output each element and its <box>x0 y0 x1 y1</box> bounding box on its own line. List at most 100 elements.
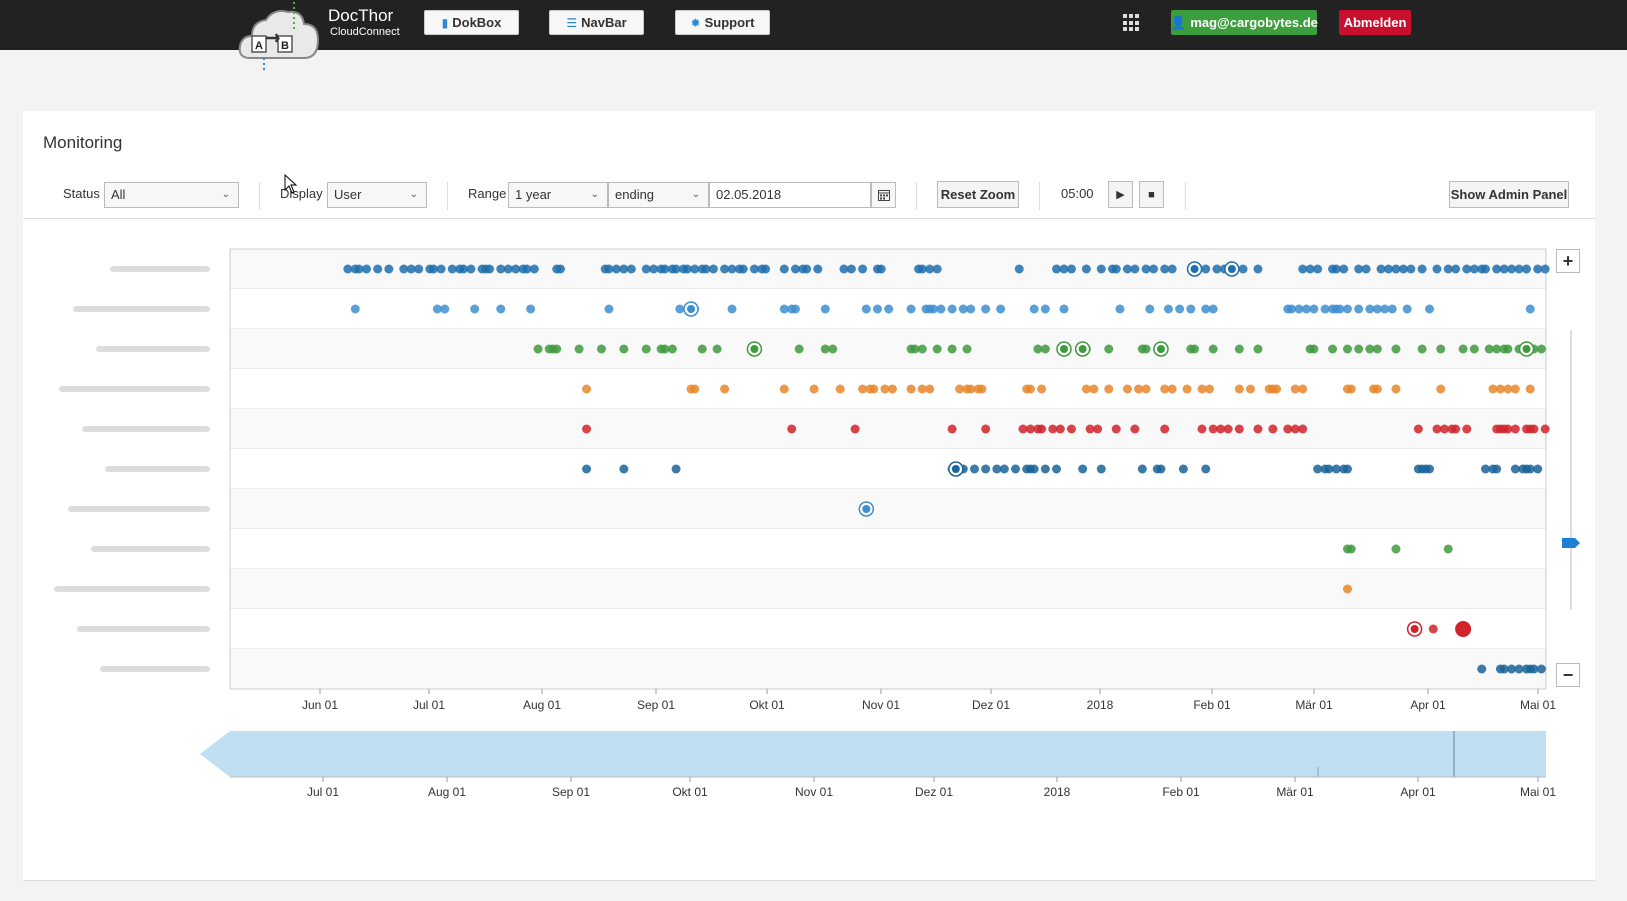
chart-row-background <box>230 329 1546 369</box>
support-button[interactable]: ✹ Support <box>675 10 770 35</box>
end-date-input[interactable]: 02.05.2018 <box>709 182 871 208</box>
event-point <box>1149 264 1159 274</box>
event-point <box>1204 384 1214 394</box>
status-label: Status <box>63 186 100 201</box>
event-point <box>1342 344 1352 354</box>
event-point <box>1052 264 1062 274</box>
event-point <box>649 264 659 274</box>
calendar-button[interactable] <box>871 182 896 208</box>
event-point <box>1234 384 1244 394</box>
event-point <box>429 264 439 274</box>
event-point <box>1208 424 1218 434</box>
event-point <box>1201 464 1211 474</box>
event-point <box>1503 384 1513 394</box>
event-point <box>1354 304 1364 314</box>
event-point <box>873 304 882 314</box>
event-point <box>1167 264 1177 274</box>
user-icon: 👤 <box>1170 14 1187 30</box>
ending-select[interactable]: ending ⌄ <box>608 182 709 208</box>
event-ring-center <box>1060 345 1068 353</box>
event-point <box>1268 424 1278 434</box>
event-point <box>1365 344 1375 354</box>
x-tick-label: Mär 01 <box>1295 698 1333 712</box>
logout-button[interactable]: Abmelden <box>1339 10 1411 35</box>
support-label: Support <box>704 15 755 30</box>
event-point <box>1160 384 1170 394</box>
event-point <box>1331 264 1341 274</box>
event-point <box>1234 424 1244 434</box>
event-point <box>887 384 897 394</box>
row-label-redacted <box>110 266 210 272</box>
event-point <box>1346 384 1356 394</box>
zoom-out-button[interactable]: − <box>1556 663 1580 687</box>
show-admin-panel-button[interactable]: Show Admin Panel <box>1449 181 1569 208</box>
reset-zoom-button[interactable]: Reset Zoom <box>937 181 1019 208</box>
event-point <box>981 424 991 434</box>
event-point <box>1029 304 1039 314</box>
event-point <box>1197 424 1207 434</box>
stop-button[interactable]: ■ <box>1139 181 1164 208</box>
event-point <box>1436 384 1446 394</box>
event-point <box>1406 264 1416 274</box>
event-point <box>1253 344 1263 354</box>
display-select[interactable]: User ⌄ <box>327 182 427 208</box>
event-point <box>962 344 972 354</box>
navigator-tick-label: Sep 01 <box>552 785 590 799</box>
event-point <box>1488 384 1498 394</box>
event-point <box>354 264 364 274</box>
play-button[interactable]: ▶ <box>1108 181 1133 208</box>
zoom-in-button[interactable]: + <box>1556 249 1580 273</box>
event-point <box>1167 384 1177 394</box>
event-point <box>1253 424 1263 434</box>
plus-icon: + <box>1562 250 1574 271</box>
event-point <box>641 264 651 274</box>
event-point <box>1182 384 1192 394</box>
status-select[interactable]: All ⌄ <box>104 182 239 208</box>
event-point <box>1104 384 1114 394</box>
event-point <box>1246 384 1255 394</box>
event-point <box>1141 344 1151 354</box>
event-point <box>1201 264 1211 274</box>
event-point <box>1507 264 1517 274</box>
event-point <box>1469 264 1479 274</box>
top-navbar: A B DocThor CloudConnect ▮ DokBox ☰ NavB… <box>0 0 1627 72</box>
navbar-button[interactable]: ☰ NavBar <box>549 10 644 35</box>
apps-grid-icon[interactable] <box>1123 14 1141 32</box>
event-point <box>712 344 722 354</box>
event-point <box>660 264 670 274</box>
event-point <box>1492 264 1502 274</box>
event-point <box>533 344 543 354</box>
event-point <box>977 384 987 394</box>
event-point <box>1018 424 1028 434</box>
event-point <box>1458 344 1468 354</box>
svg-text:A: A <box>255 40 263 52</box>
docthor-logo[interactable]: A B <box>238 2 324 72</box>
event-point <box>1141 264 1151 274</box>
event-point <box>1134 384 1144 394</box>
event-point <box>932 264 942 274</box>
event-point <box>1432 424 1442 434</box>
event-point <box>1081 384 1091 394</box>
event-ring-center <box>1156 345 1165 353</box>
event-point <box>1096 264 1106 274</box>
list-icon: ☰ <box>566 15 578 30</box>
event-point <box>1014 264 1024 274</box>
event-point <box>1066 264 1076 274</box>
brand-subtitle: CloudConnect <box>330 26 400 38</box>
user-account-button[interactable]: 👤 mag@cargobytes.de <box>1170 10 1318 35</box>
event-point <box>604 304 614 314</box>
dokbox-button[interactable]: ▮ DokBox <box>424 10 519 35</box>
navigator-tick-label: Dez 01 <box>915 785 953 799</box>
event-point <box>996 304 1006 314</box>
event-point <box>1503 344 1513 354</box>
x-tick-label: Aug 01 <box>523 698 561 712</box>
event-point <box>981 464 991 474</box>
range-select[interactable]: 1 year ⌄ <box>508 182 608 208</box>
event-point <box>1443 264 1453 274</box>
x-tick-label: Sep 01 <box>637 698 675 712</box>
event-ring-center <box>862 505 871 513</box>
event-point <box>432 304 442 314</box>
event-point <box>1037 424 1047 434</box>
event-ring-center <box>951 465 960 473</box>
